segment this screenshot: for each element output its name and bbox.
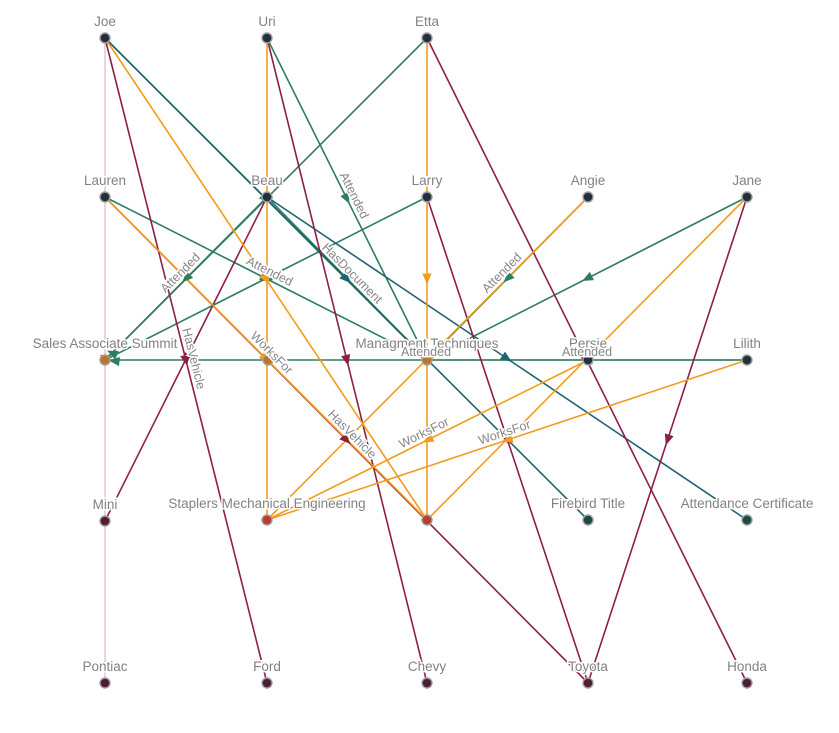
- arrowhead-beau-sas: [182, 271, 194, 283]
- node-staplers[interactable]: [261, 514, 273, 526]
- node-joe[interactable]: [99, 32, 111, 44]
- node-lauren[interactable]: [99, 191, 111, 203]
- node-firebird[interactable]: [582, 514, 594, 526]
- extra-arrowhead-1: [108, 357, 120, 367]
- edge-label-joe-firebird: HasDocument: [319, 240, 385, 306]
- arrowhead-jane-mt: [582, 271, 594, 281]
- node-label-pontiac: Pontiac: [82, 659, 127, 674]
- arrowhead-persie-staplers: [422, 433, 435, 443]
- node-label-mt: Managment Techniques: [355, 336, 498, 351]
- arrowhead-uri-staplers: [262, 273, 272, 285]
- node-label-staplers: Staplers Mechanical Engineering: [168, 496, 365, 511]
- node-uri[interactable]: [261, 32, 273, 44]
- edge-label-lauren-company2: WorksFor: [248, 329, 296, 377]
- arrowhead-uri-chevy: [341, 354, 351, 366]
- node-label-angie: Angie: [571, 173, 606, 188]
- node-persie[interactable]: [582, 354, 594, 366]
- node-company2[interactable]: [421, 514, 433, 526]
- node-lilith[interactable]: [741, 354, 753, 366]
- node-label-ford: Ford: [253, 659, 281, 674]
- arrowhead-etta-company2: [422, 273, 432, 285]
- node-label-joe: Joe: [94, 14, 116, 29]
- arrowhead-beau-mini: [183, 352, 193, 364]
- node-label-lilith: Lilith: [733, 336, 761, 351]
- node-label-firebird: Firebird Title: [551, 496, 625, 511]
- arrowhead-angie-mt: [503, 271, 515, 283]
- node-etta[interactable]: [421, 32, 433, 44]
- node-labels-layer: Joe Uri Etta Lauren Beau Larry Angie Jane Sales …: [31, 13, 815, 676]
- node-toyota[interactable]: [582, 677, 594, 689]
- node-honda[interactable]: [741, 677, 753, 689]
- node-label-chevy: Chevy: [408, 659, 447, 674]
- node-attcert[interactable]: [741, 514, 753, 526]
- node-sas[interactable]: [99, 354, 111, 366]
- node-label-uri: Uri: [258, 14, 275, 29]
- node-label-toyota: Toyota: [568, 659, 608, 674]
- node-jane[interactable]: [741, 191, 753, 203]
- node-label-lauren: Lauren: [84, 173, 126, 188]
- edge-label-lilith-sas: Attended: [401, 345, 451, 359]
- node-label-etta: Etta: [415, 14, 440, 29]
- node-label-attcert: Attendance Certificate: [681, 496, 814, 511]
- node-chevy[interactable]: [421, 677, 433, 689]
- node-label-sas: Sales Associate Summit: [33, 336, 178, 351]
- arrowhead-joe-firebird: [339, 271, 351, 283]
- node-label-jane: Jane: [732, 173, 761, 188]
- extra-arrowhead-0: [107, 350, 119, 360]
- node-mt[interactable]: [421, 354, 433, 366]
- node-event2[interactable]: [262, 354, 274, 366]
- node-label-larry: Larry: [412, 173, 443, 188]
- node-pontiac[interactable]: [99, 677, 111, 689]
- node-larry[interactable]: [421, 191, 433, 203]
- node-angie[interactable]: [582, 191, 594, 203]
- arrowhead-jane-toyota: [664, 433, 674, 446]
- node-label-honda: Honda: [727, 659, 767, 674]
- node-label-beau: Beau: [251, 173, 283, 188]
- node-beau[interactable]: [261, 191, 273, 203]
- nodes-layer: [99, 32, 753, 689]
- edge-label-angie-mt: Attended: [479, 250, 524, 295]
- node-mini[interactable]: [99, 515, 111, 527]
- arrowhead-uri-mt: [340, 192, 350, 204]
- node-label-mini: Mini: [93, 497, 118, 512]
- edge-label-lilith-staplers: WorksFor: [477, 417, 533, 447]
- arrowhead-lilith-staplers: [501, 433, 514, 443]
- edge-label-lilith-mt: Attended: [562, 345, 612, 359]
- arrowhead-lauren-toyota: [339, 432, 351, 444]
- arrowhead-beau-attcert: [499, 351, 512, 362]
- node-ford[interactable]: [261, 677, 273, 689]
- node-label-persie: Persie: [569, 336, 607, 351]
